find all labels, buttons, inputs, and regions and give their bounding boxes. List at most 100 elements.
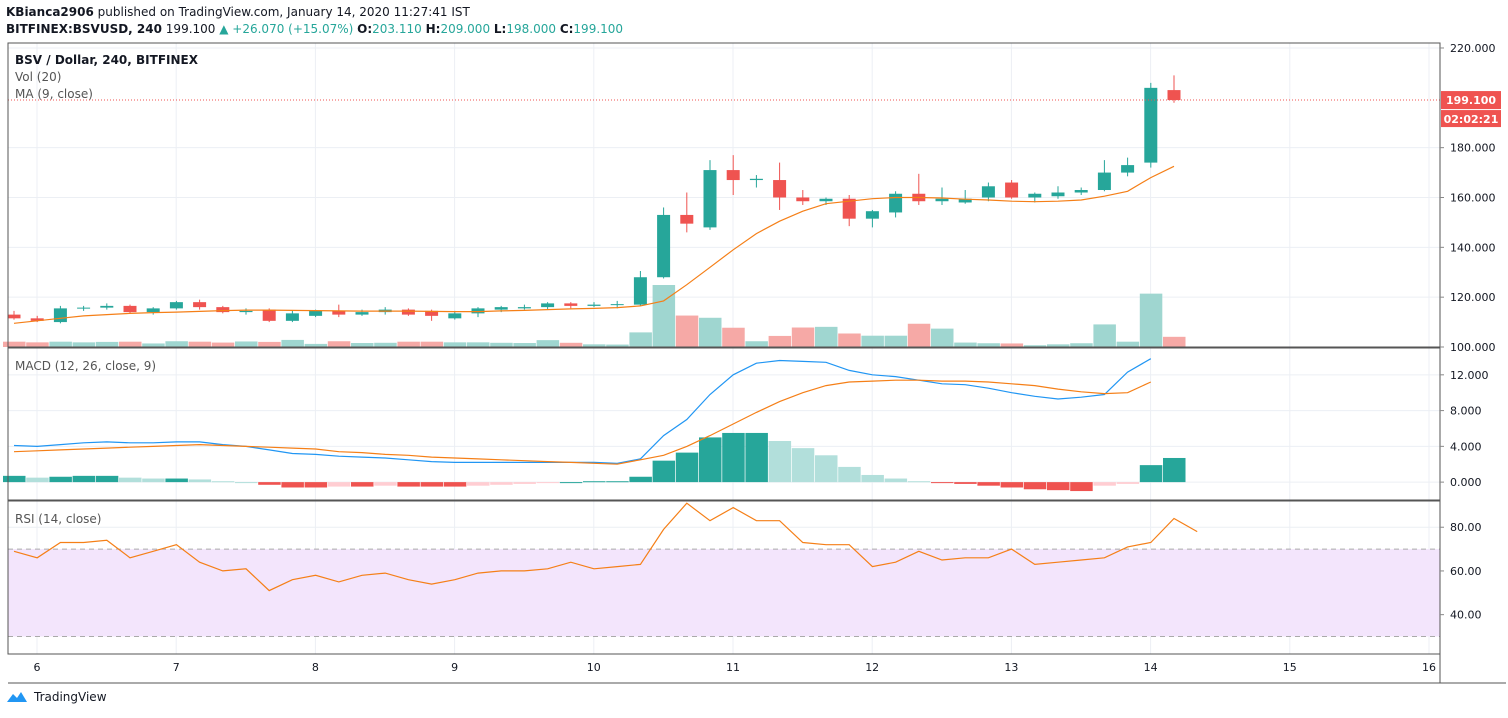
- volume-bar: [791, 327, 815, 347]
- volume-bar: [397, 341, 420, 347]
- y-tick-label: 80.00: [1450, 521, 1482, 534]
- macd-hist-bar: [768, 440, 792, 483]
- candle-body: [332, 310, 346, 315]
- volume-bar: [281, 339, 304, 347]
- ma-line: [13, 165, 1175, 324]
- volume-bar: [1000, 343, 1024, 347]
- candle-body: [935, 198, 949, 202]
- macd-hist-bar: [1070, 482, 1093, 492]
- candle-body: [865, 211, 879, 219]
- macd-hist-bar: [606, 481, 629, 483]
- candle-body: [1051, 192, 1065, 197]
- candle-body: [564, 303, 578, 306]
- volume-bar: [374, 342, 397, 347]
- x-tick-label: 15: [1283, 661, 1297, 674]
- countdown-tag-text: 02:02:21: [1444, 113, 1499, 126]
- macd-hist-bar: [1047, 482, 1070, 491]
- volume-bar: [536, 340, 560, 347]
- volume-bar: [954, 342, 977, 347]
- legend-macd: MACD (12, 26, close, 9): [15, 359, 156, 373]
- volume-bar: [1070, 343, 1093, 347]
- candle-body: [401, 309, 415, 315]
- low-label: L:: [493, 22, 507, 36]
- candle-body: [169, 302, 183, 309]
- y-tick-label: 4.000: [1450, 440, 1482, 453]
- y-tick-label: 120.000: [1450, 291, 1496, 304]
- volume-bar: [815, 326, 838, 347]
- macd-hist-bar: [652, 460, 676, 483]
- close-value: 199.100: [573, 22, 624, 36]
- volume-bar: [1093, 324, 1116, 347]
- author[interactable]: KBianca2906: [6, 5, 94, 19]
- published-text: published on TradingView.com, January 14…: [97, 5, 470, 19]
- macd-hist-bar: [281, 482, 304, 488]
- candle-body: [53, 308, 67, 323]
- footer: TradingView: [6, 690, 107, 704]
- volume-bar: [1023, 345, 1047, 347]
- macd-hist-bar: [443, 482, 467, 487]
- candle-body: [216, 307, 230, 313]
- chart-frame: [7, 42, 1506, 684]
- macd-hist-bar: [235, 482, 258, 484]
- macd-hist-bar: [536, 482, 560, 484]
- volume-bar: [861, 335, 884, 347]
- candle-body: [796, 197, 810, 202]
- candle-body: [1005, 182, 1019, 198]
- legend-title: BSV / Dollar, 240, BITFINEX: [15, 53, 199, 67]
- close-label: C:: [559, 22, 574, 36]
- volume-bar: [559, 342, 583, 347]
- x-tick-label: 10: [587, 661, 601, 674]
- volume-bar: [1163, 336, 1186, 347]
- y-tick-label: 100.000: [1450, 341, 1496, 354]
- macd-hist-bar: [815, 455, 838, 483]
- countdown-tag: [1441, 110, 1501, 128]
- macd-hist-bar: [490, 482, 513, 485]
- macd-hist-bar: [3, 475, 26, 483]
- candle-body: [1167, 90, 1181, 101]
- volume-bar: [26, 342, 49, 347]
- macd-hist-bar: [931, 482, 954, 484]
- macd-hist-bar: [467, 482, 490, 486]
- volume-bar: [884, 335, 908, 347]
- macd-hist-bar: [907, 481, 931, 483]
- macd-hist-bar: [559, 482, 583, 484]
- tradingview-logo-icon[interactable]: [6, 690, 28, 704]
- macd-hist-bar: [95, 475, 119, 483]
- publish-line: KBianca2906 published on TradingView.com…: [6, 5, 470, 19]
- macd-hist-bar: [861, 474, 884, 483]
- candle-body: [262, 309, 276, 321]
- price-tags: 199.100 02:02:21: [1441, 91, 1501, 128]
- last-price-tag: [1441, 91, 1501, 110]
- macd-hist-bar: [26, 477, 49, 483]
- candle-body: [587, 304, 601, 306]
- volume-bar: [722, 327, 745, 347]
- candle-body: [1074, 190, 1088, 193]
- volume-bar: [977, 343, 1000, 347]
- x-tick-label: 6: [34, 661, 41, 674]
- volume-bar: [931, 328, 954, 347]
- rsi-line: [13, 502, 1198, 592]
- y-tick-label: 60.00: [1450, 565, 1482, 578]
- y-tick-label: 12.000: [1450, 369, 1489, 382]
- volume-bar: [420, 341, 444, 347]
- open-value: 203.110: [372, 22, 422, 36]
- candle-body: [285, 313, 299, 321]
- last-price-tag-text: 199.100: [1446, 94, 1496, 107]
- y-tick-label: 140.000: [1450, 241, 1496, 254]
- candle-body: [773, 180, 787, 198]
- volume-bar: [1116, 341, 1140, 347]
- volume-bar: [699, 317, 722, 347]
- volume-bar: [745, 341, 768, 347]
- macd-hist-bar: [629, 476, 652, 483]
- volume-bar: [443, 342, 467, 347]
- volume-bar: [606, 344, 629, 347]
- macd-hist-bar: [675, 452, 699, 483]
- candle-body: [703, 170, 717, 228]
- brand-name[interactable]: TradingView: [34, 690, 107, 704]
- volume-bars: [3, 285, 1186, 492]
- candle-body: [7, 314, 21, 319]
- candle-body: [494, 307, 508, 310]
- macd-hist-bar: [977, 482, 1000, 486]
- legend-vol: Vol (20): [15, 70, 61, 84]
